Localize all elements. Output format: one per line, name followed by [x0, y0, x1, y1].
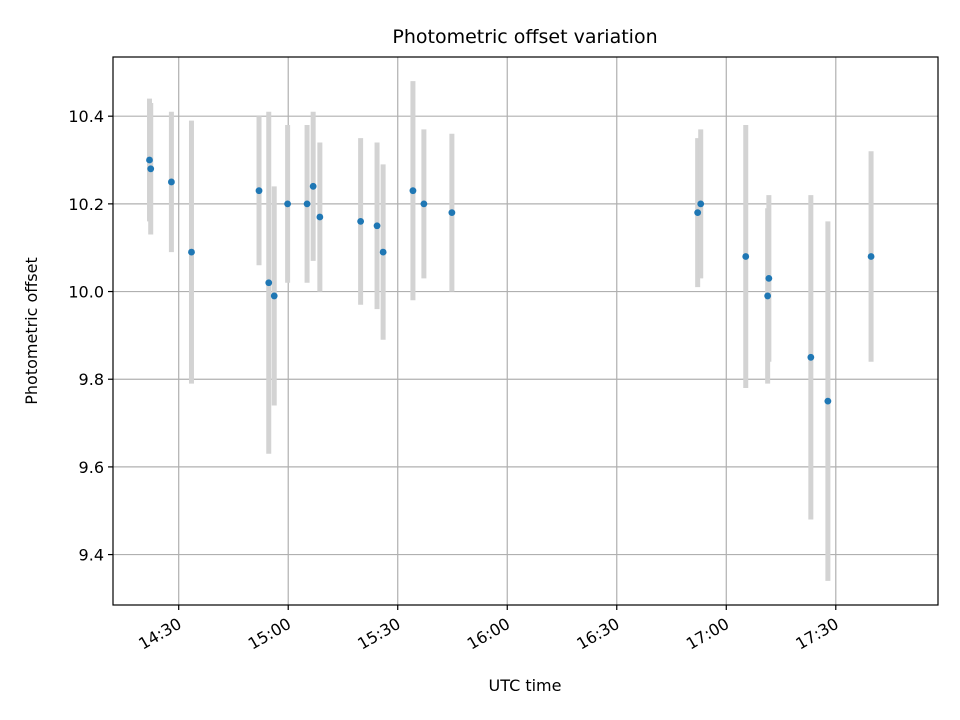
x-tick-label: 14:30 [135, 614, 184, 654]
x-axis-label: UTC time [489, 676, 562, 695]
data-point [697, 200, 705, 208]
y-tick-label: 10.4 [68, 107, 104, 126]
x-tick-label: 16:00 [464, 614, 513, 654]
data-point [373, 222, 381, 230]
data-point [867, 253, 875, 260]
plot-background [113, 57, 938, 605]
data-point [168, 178, 175, 186]
data-point [270, 292, 278, 300]
y-tick-label: 9.4 [79, 546, 104, 565]
data-point [147, 165, 155, 173]
data-point [694, 209, 702, 217]
data-point [379, 248, 387, 256]
data-point [357, 218, 365, 225]
data-point [824, 397, 832, 405]
data-point [255, 187, 263, 195]
data-point [807, 353, 815, 361]
data-point [765, 274, 773, 282]
data-point [188, 248, 195, 256]
x-tick-label: 17:00 [683, 614, 732, 654]
data-point [146, 156, 153, 164]
x-tick-label: 16:30 [573, 614, 622, 654]
data-point [303, 200, 311, 208]
y-axis-label: Photometric offset [22, 257, 41, 405]
data-point [742, 253, 750, 260]
grid [113, 57, 938, 605]
y-tick-label: 9.8 [79, 370, 104, 389]
plot-frame [112, 56, 939, 606]
y-tick-label: 10.2 [68, 195, 104, 214]
data-point [409, 187, 417, 195]
data-point [448, 209, 456, 217]
x-tick-label: 15:00 [245, 614, 294, 654]
y-tick-label: 10.0 [68, 283, 104, 302]
data-point [309, 182, 317, 190]
data-point [420, 200, 428, 208]
data-points [146, 156, 875, 405]
data-point [764, 292, 772, 300]
y-tick-label: 9.6 [79, 458, 104, 477]
x-tick-label: 15:30 [354, 614, 403, 654]
chart-title: Photometric offset variation [392, 26, 657, 48]
data-point [316, 213, 324, 221]
data-point [265, 279, 273, 287]
x-tick-label: 17:30 [792, 614, 841, 654]
data-point [284, 200, 292, 208]
